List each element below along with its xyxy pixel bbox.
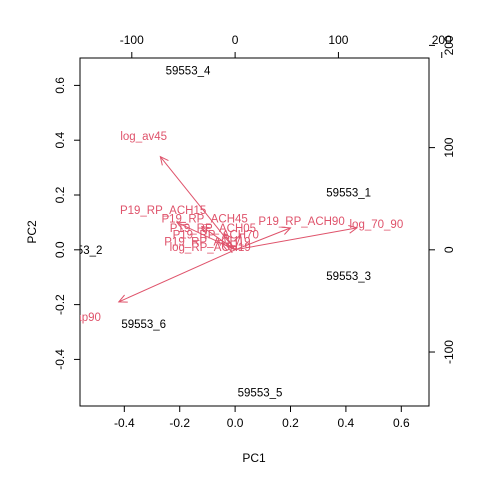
x-tick-label: 0.4 xyxy=(338,416,355,430)
y-tick-label: -0.4 xyxy=(53,349,67,370)
loading-label: P19_RP_ACH15 xyxy=(120,205,206,217)
observation-label: 59553_3 xyxy=(326,271,371,283)
axis-ticks: -0.4 -0.2 0.0 0.2 0.4 0.6 -0.4 -0.2 0.0 0.2 0.4 0.6… xyxy=(53,33,456,430)
loading-label: log_70_90 xyxy=(350,219,404,231)
x-tick-label: -0.2 xyxy=(169,416,190,430)
loading-label: log_RP_ACH19 xyxy=(170,242,251,254)
top-tick-label: 0 xyxy=(232,33,239,47)
right-tick-label: 0 xyxy=(442,246,456,253)
loading-arrow xyxy=(235,227,358,251)
y-tick-label: -0.2 xyxy=(53,294,67,315)
loading-arrowhead xyxy=(117,294,128,303)
observation-label: 59553_4 xyxy=(166,65,211,77)
x-tick-label: 0.2 xyxy=(282,416,299,430)
loading-arrowhead xyxy=(348,224,359,234)
loading-arrowhead xyxy=(220,242,231,251)
y-tick-label: 0.4 xyxy=(53,132,67,149)
plot-box xyxy=(79,57,430,407)
loading-label: log_ap90 xyxy=(54,312,101,324)
loading-arrowhead xyxy=(233,233,243,244)
y-tick-label: 0.0 xyxy=(53,241,67,258)
loading-label: log_av45 xyxy=(120,131,167,143)
loading-label: P19_RP_ACH05 xyxy=(170,223,256,235)
loading-arrows xyxy=(117,155,359,303)
loading-arrowhead xyxy=(175,221,186,230)
loading-arrow xyxy=(118,249,236,303)
loading-label: P19_RP_ACH90 xyxy=(258,216,344,228)
x-tick-label: 0.6 xyxy=(393,416,410,430)
observation-label: 59553_2 xyxy=(58,245,103,257)
loading-label: P19_RP_ACH45 xyxy=(161,213,247,225)
loading-arrow xyxy=(226,245,236,251)
x-axis-title: PC1 xyxy=(242,451,266,465)
observation-label: 59553_5 xyxy=(238,387,283,399)
loading-arrowhead xyxy=(159,155,169,166)
loading-arrowhead xyxy=(281,226,292,235)
right-tick-label: -100 xyxy=(442,340,456,364)
x-tick-label: -0.4 xyxy=(114,416,135,430)
loading-arrow xyxy=(234,234,242,250)
right-tick-label: 100 xyxy=(442,137,456,157)
loading-label: P19_RP_ACH19 xyxy=(164,237,250,249)
top-tick-label: 100 xyxy=(328,33,348,47)
y-axis-title: PC2 xyxy=(25,220,39,244)
loading-labels: log_av45log_70_90log_ap90P19_RP_ACH15P19… xyxy=(54,131,404,324)
observation-labels: 59553_1 59553_2 59553_3 59553_4 59553_5 59553… xyxy=(58,65,371,399)
top-tick-label: 200 xyxy=(432,33,452,47)
top-tick-label: -100 xyxy=(120,33,144,47)
x-tick-label: 0.0 xyxy=(227,416,244,430)
observation-label: 59553_6 xyxy=(121,319,166,331)
loading-arrow xyxy=(234,227,291,251)
observation-label: 59553_1 xyxy=(326,187,371,199)
loading-arrowhead xyxy=(225,245,236,254)
loading-arrow xyxy=(223,233,236,251)
y-tick-label: 0.2 xyxy=(53,186,67,203)
loading-label: P19_RP_ACH70 xyxy=(173,230,259,242)
y-tick-label: 0.6 xyxy=(53,77,67,94)
loading-arrowhead xyxy=(223,232,233,243)
right-tick-label: 200 xyxy=(442,35,456,55)
loading-arrowhead xyxy=(200,225,211,235)
loading-arrow xyxy=(159,156,236,251)
